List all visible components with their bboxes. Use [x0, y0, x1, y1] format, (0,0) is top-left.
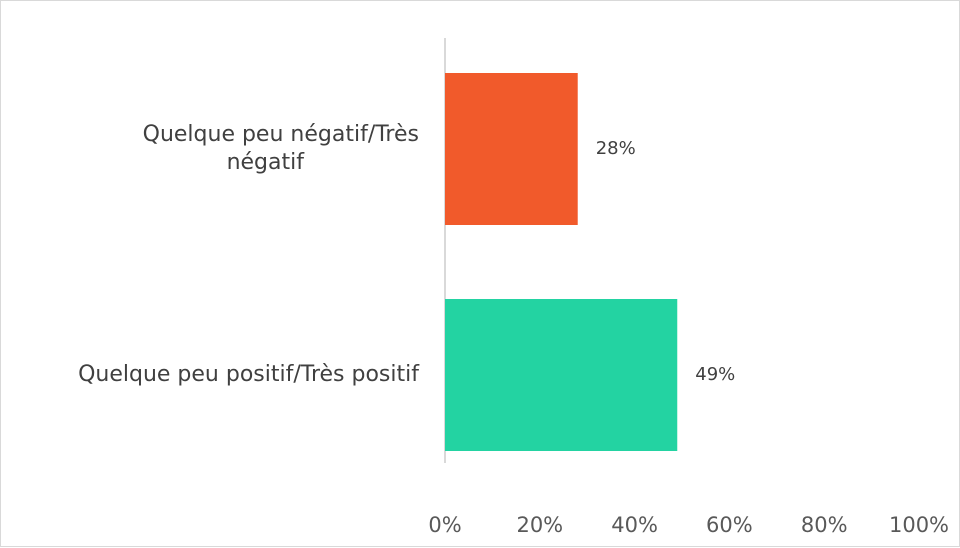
category-label-line: Quelque peu négatif/Très — [143, 122, 419, 147]
x-tick-label: 20% — [516, 513, 563, 537]
x-tick-label: 60% — [706, 513, 753, 537]
x-tick-label: 0% — [428, 513, 461, 537]
bar-1 — [445, 73, 578, 225]
category-label-1: Quelque peu négatif/Très négatif — [143, 122, 419, 175]
data-label-1: 28% — [596, 138, 636, 159]
bar-2 — [445, 299, 678, 451]
x-tick-label: 100% — [889, 513, 949, 537]
x-tick-label: 80% — [801, 513, 848, 537]
category-label-line: Quelque peu positif/Très positif — [78, 362, 420, 387]
x-tick-label: 40% — [611, 513, 658, 537]
data-label-2: 49% — [695, 364, 735, 385]
category-label-line: négatif — [227, 150, 306, 175]
category-label-2: Quelque peu positif/Très positif — [78, 362, 420, 387]
